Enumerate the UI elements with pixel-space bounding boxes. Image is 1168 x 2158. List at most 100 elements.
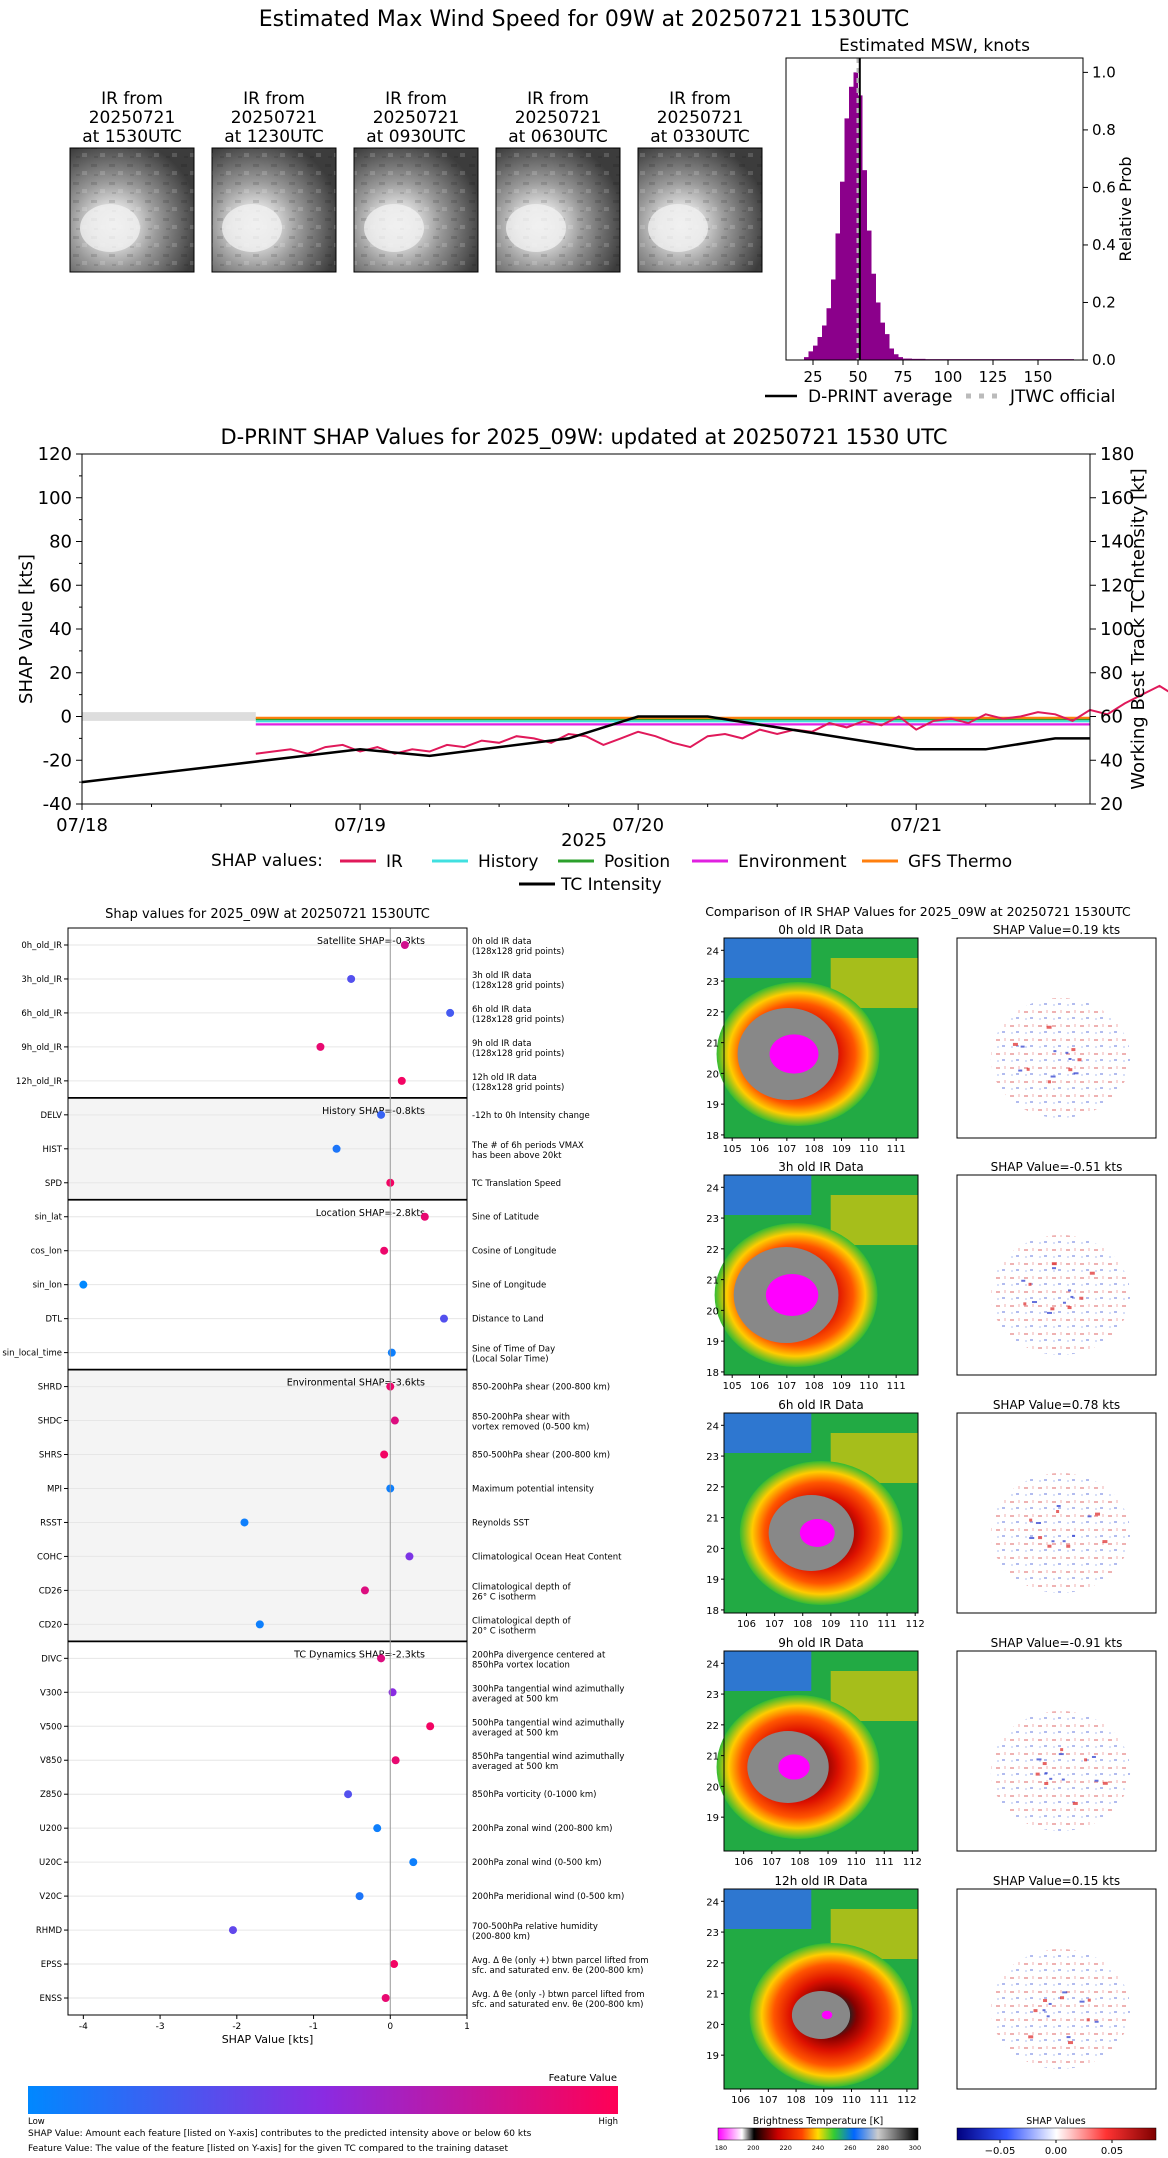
feature-shap-point bbox=[344, 1790, 353, 1799]
ir-xtick-label: 110 bbox=[849, 1619, 868, 1630]
feature-shap-point bbox=[377, 1110, 386, 1119]
ir-xtick-label: 111 bbox=[875, 1857, 894, 1868]
ir-ytick-label: 19 bbox=[706, 1813, 719, 1824]
shap-blob bbox=[1089, 1271, 1095, 1275]
ir-ytick-label: 24 bbox=[706, 1183, 719, 1194]
histogram-bar bbox=[880, 322, 885, 360]
ir-xtick-label: 110 bbox=[859, 1381, 878, 1392]
histogram-bar bbox=[849, 86, 854, 360]
feature-description: 26° C isotherm bbox=[472, 1592, 536, 1602]
shap-blob bbox=[1028, 2035, 1034, 2039]
shap-blob bbox=[1084, 1758, 1088, 1762]
histogram-xtick-label: 100 bbox=[934, 368, 963, 386]
histogram-xtick-label: 50 bbox=[848, 368, 867, 386]
ir-xtick-label: 106 bbox=[734, 1857, 753, 1868]
ir-ytick-label: 19 bbox=[706, 1337, 719, 1348]
shap-blob bbox=[1053, 1050, 1057, 1053]
ir-panel-frame bbox=[723, 1412, 919, 1614]
ir-thumbnail-frame bbox=[69, 147, 195, 273]
shap-blob bbox=[1079, 1296, 1084, 1300]
shap-blob bbox=[1087, 1998, 1091, 2002]
histogram-bar bbox=[804, 357, 809, 360]
ir-thumbnail-texture bbox=[496, 148, 620, 272]
feature-shap-point bbox=[405, 1552, 414, 1561]
shap-blob bbox=[1043, 1999, 1048, 2003]
ir-cold-core bbox=[821, 2010, 833, 2020]
shap-blob bbox=[1051, 1540, 1055, 1543]
feature-description: 500hPa tangential wind azimuthally bbox=[472, 1718, 624, 1728]
histogram-xtick-label: 125 bbox=[979, 368, 1008, 386]
histogram-bar bbox=[907, 358, 912, 360]
histogram-ytick-label: 0.2 bbox=[1092, 293, 1116, 311]
timeseries-ytick-label: -20 bbox=[43, 750, 72, 771]
shap-blob bbox=[1028, 1282, 1032, 1286]
feature-shap-point bbox=[377, 1654, 386, 1663]
feature-description: 200hPa meridional wind (0-500 km) bbox=[472, 1892, 624, 1902]
beeswarm-xtick-label: -4 bbox=[79, 2022, 88, 2032]
histogram-xtick-label: 150 bbox=[1024, 368, 1053, 386]
feature-description: (128x128 grid points) bbox=[472, 1049, 564, 1059]
timeseries-right-ytick-label: 120 bbox=[1100, 575, 1134, 596]
feature-name: sin_local_time bbox=[2, 1349, 62, 1359]
ir-cold-core bbox=[778, 1754, 810, 1780]
ir-ytick-label: 23 bbox=[706, 1690, 719, 1701]
shap-blob bbox=[1050, 1307, 1055, 1311]
ir-xtick-label: 105 bbox=[723, 1381, 742, 1392]
timeseries-right-ytick-label: 80 bbox=[1100, 663, 1123, 684]
ir-xtick-label: 105 bbox=[723, 1144, 742, 1155]
thumb-title-line2: 20250721 bbox=[89, 108, 176, 128]
feature-shap-point bbox=[391, 1756, 400, 1765]
feature-description: averaged at 500 km bbox=[472, 1728, 558, 1738]
ir-thumbnail-cloud bbox=[80, 204, 140, 252]
ir-ytick-label: 22 bbox=[706, 1008, 719, 1019]
bt-colorbar-tick: 280 bbox=[876, 2144, 888, 2152]
colorbar-low-label: Low bbox=[28, 2117, 45, 2127]
histogram-bar bbox=[831, 279, 836, 360]
thumb-title-line1: IR from bbox=[385, 89, 447, 109]
histogram-bar bbox=[817, 336, 822, 360]
ir-xtick-label: 106 bbox=[750, 1144, 769, 1155]
ir-ytick-label: 18 bbox=[706, 1606, 719, 1617]
timeseries-title: D-PRINT SHAP Values for 2025_09W: update… bbox=[220, 425, 947, 450]
ir-ytick-label: 18 bbox=[706, 1368, 719, 1379]
shap-blob bbox=[1061, 1778, 1065, 1781]
timeseries-right-ytick-label: 60 bbox=[1100, 707, 1123, 728]
timeseries-frame bbox=[81, 453, 1091, 805]
feature-description: 850hPa vorticity (0-1000 km) bbox=[472, 1790, 596, 1800]
timeseries-ytick-label: 100 bbox=[38, 488, 72, 509]
legend-label: GFS Thermo bbox=[908, 852, 1012, 872]
feature-name: V850 bbox=[40, 1756, 62, 1766]
footnote-shap-value: SHAP Value: Amount each feature [listed … bbox=[28, 2129, 532, 2139]
feature-description: -12h to 0h Intensity change bbox=[472, 1111, 590, 1121]
shap-blob bbox=[1018, 1069, 1023, 1072]
ir-panel-3: 9h old IR Data 19 20 21 22 23 24 106 107 108 109 11… bbox=[706, 1636, 922, 1868]
ir-ytick-label: 23 bbox=[706, 1214, 719, 1225]
feature-name: V300 bbox=[40, 1688, 62, 1698]
timeseries-ytick-label: 120 bbox=[38, 444, 72, 465]
shap-panel-title: SHAP Value=-0.91 kts bbox=[991, 1636, 1123, 1650]
ir-thumbnail-texture bbox=[70, 148, 194, 272]
feature-description: The # of 6h periods VMAX bbox=[471, 1141, 584, 1151]
thumb-title-line3: at 0630UTC bbox=[508, 127, 607, 147]
ir-xtick-label: 108 bbox=[787, 2095, 806, 2106]
ir-xtick-label: 110 bbox=[847, 1857, 866, 1868]
shap-blob bbox=[1042, 1762, 1047, 1766]
histogram-bar bbox=[853, 72, 858, 360]
ir-ytick-label: 21 bbox=[706, 1276, 719, 1287]
feature-shap-point bbox=[409, 1858, 418, 1867]
histogram-bar bbox=[844, 118, 849, 361]
ir-thumbnail-cloud bbox=[222, 204, 282, 252]
ir-panel-title: 12h old IR Data bbox=[774, 1874, 867, 1888]
shap-texture bbox=[990, 1473, 1131, 1593]
ir-panel-frame bbox=[723, 1888, 919, 2090]
feature-description: 0h old IR data bbox=[472, 937, 531, 947]
ir-xtick-label: 108 bbox=[790, 1857, 809, 1868]
feature-description: Sine of Time of Day bbox=[472, 1345, 555, 1355]
group-label: Environmental SHAP=-3.6kts bbox=[287, 1378, 425, 1389]
feature-description: Avg. Δ θe (only +) btwn parcel lifted fr… bbox=[472, 1956, 649, 1966]
ir-thumbnail-frame bbox=[211, 147, 337, 273]
feature-name: CD26 bbox=[39, 1586, 62, 1596]
shap-blob bbox=[1052, 1267, 1057, 1270]
feature-shap-point bbox=[390, 1416, 399, 1425]
feature-value-colorbar bbox=[28, 2086, 618, 2114]
